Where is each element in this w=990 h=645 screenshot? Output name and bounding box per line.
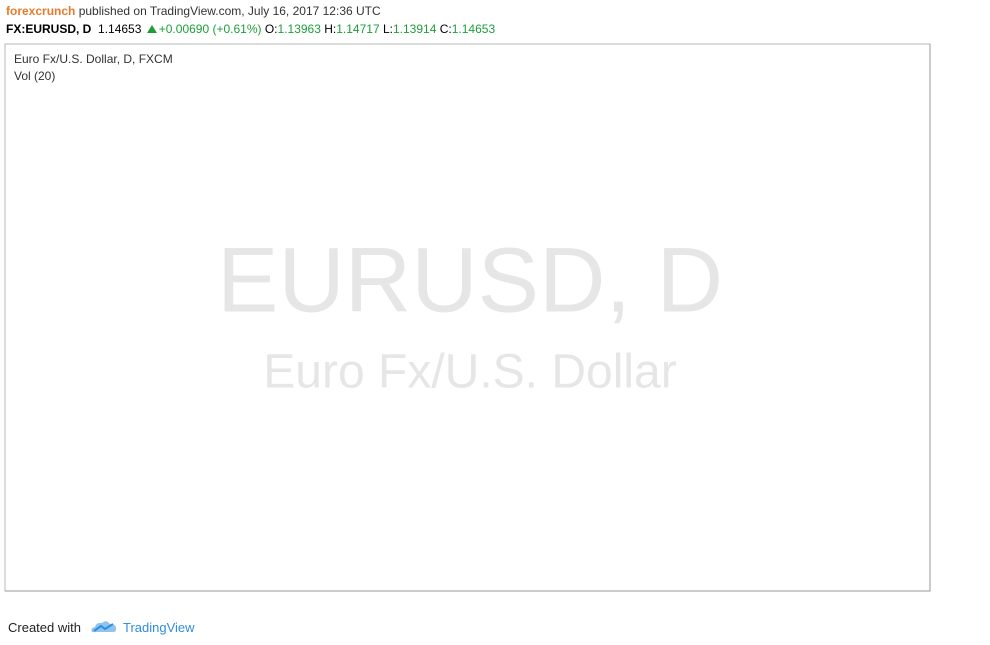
watermark-symbol: EURUSD, D [217,229,723,331]
change: +0.00690 (+0.61%) [158,22,262,36]
h-value: 1.14717 [336,22,380,36]
up-arrow [146,25,157,33]
plot-frame [4,43,931,592]
o-value: 1.13963 [277,22,321,36]
legend-volume: Vol (20) [14,69,55,83]
chart: EURUSD, D Euro Fx/U.S. Dollar Euro Fx/U.… [4,43,931,592]
o-label: O: [264,22,278,36]
publish-line: forexcrunch published on TradingView.com… [6,4,381,18]
publish-text: published on TradingView.com, July 16, 2… [75,4,381,18]
legend-main: Euro Fx/U.S. Dollar, D, FXCM [14,52,173,66]
l-value: 1.13914 [393,22,437,36]
last-price: 1.14653 [98,22,142,36]
logo [91,621,117,632]
h-label: H: [324,22,337,36]
c-label: C: [439,22,452,36]
l-label: L: [382,22,393,36]
symbol: FX:EURUSD, D [6,22,92,36]
brand[interactable]: TradingView [122,619,195,635]
c-value: 1.14653 [451,22,496,36]
watermark-name: Euro Fx/U.S. Dollar [263,346,676,399]
author[interactable]: forexcrunch [6,4,76,18]
created-with: Created with [8,619,81,635]
footer: Created with TradingView [8,619,195,635]
quote-line: FX:EURUSD, D 1.14653 +0.00690 (+0.61%) O… [6,22,495,36]
